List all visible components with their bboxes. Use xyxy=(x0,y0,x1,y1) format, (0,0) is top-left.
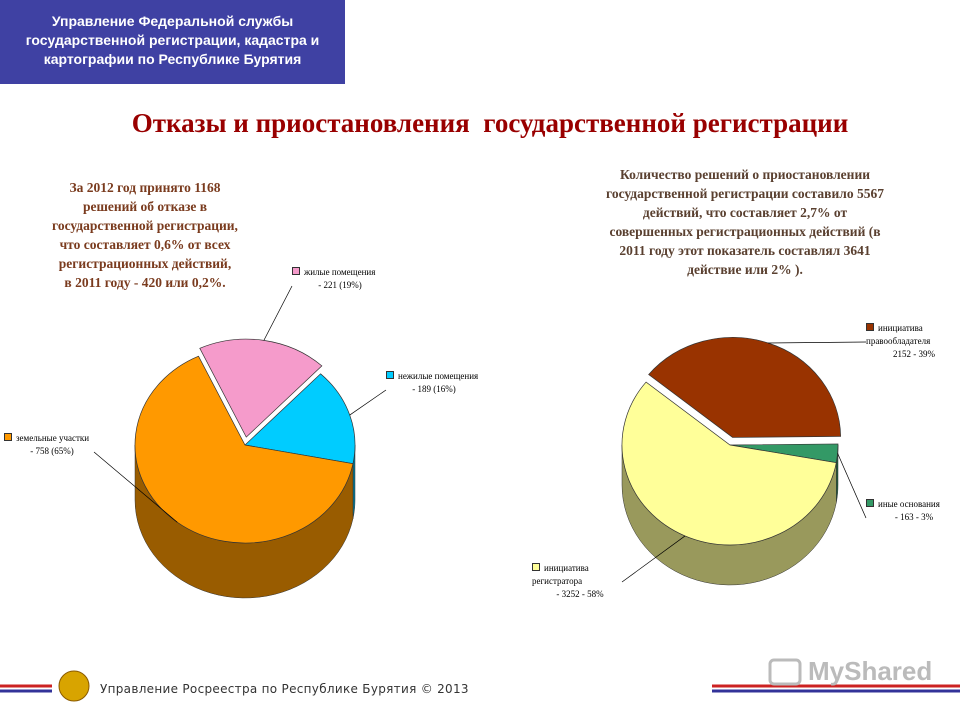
slice-value: - 3252 - 58% xyxy=(556,589,604,599)
annotation-line: 2011 году этот показатель составлял 3641 xyxy=(619,243,871,258)
slice-label: инициатива правообладателя 2152 - 39% xyxy=(866,322,960,361)
annotation: За 2012 год принято 1168 решений об отказ… xyxy=(20,178,270,292)
pie-slice xyxy=(199,338,323,438)
legend-swatch xyxy=(386,371,394,379)
slice-value: 2152 - 39% xyxy=(893,349,935,359)
legend-swatch xyxy=(532,563,540,571)
slice-value: - 221 (19%) xyxy=(318,280,362,290)
annotation: Количество решений о приостановлении госу… xyxy=(545,165,945,279)
annotation-line: регистрационных действий, xyxy=(58,256,232,271)
pie-slice xyxy=(648,337,841,438)
slice-name: инициатива правообладателя xyxy=(866,323,931,346)
slice-label: инициатива регистратора - 3252 - 58% xyxy=(532,562,628,601)
emblem xyxy=(58,670,90,702)
slice-value: - 758 (65%) xyxy=(30,446,74,456)
leader-line xyxy=(837,453,867,519)
annotation-line: государственной регистрации составило 55… xyxy=(606,186,884,201)
annotation-line: решений об отказе в xyxy=(82,199,208,214)
slice-name: иные основания xyxy=(878,499,940,509)
watermark-icon xyxy=(768,658,802,686)
annotation-line: государственной регистрации, xyxy=(52,218,238,233)
slice-name: жилые помещения xyxy=(304,267,376,277)
watermark: MyShared xyxy=(808,656,933,686)
leader-line xyxy=(621,535,686,583)
slice-value: - 189 (16%) xyxy=(412,384,456,394)
slice-label: земельные участки - 758 (65%) xyxy=(4,432,100,458)
annotation-line: что составляет 0,6% от всех xyxy=(59,237,231,252)
legend-swatch xyxy=(866,499,874,507)
annotation-line: За 2012 год принято 1168 xyxy=(69,180,221,195)
annotation-line: действие или 2% ). xyxy=(687,262,803,277)
leader-line xyxy=(768,341,867,344)
annotation-line: в 2011 году - 420 или 0,2%. xyxy=(64,275,226,290)
legend-swatch xyxy=(4,433,12,441)
slice-name: нежилые помещения xyxy=(398,371,479,381)
slice-name: земельные участки xyxy=(16,433,90,443)
leader-line xyxy=(93,451,178,523)
pie-slice xyxy=(134,355,354,544)
header: Управление Федеральной службы государств… xyxy=(0,0,345,84)
legend-swatch xyxy=(866,323,874,331)
slide-title: Отказы и приостановления государственной… xyxy=(131,108,849,138)
slice-name: инициатива регистратора xyxy=(532,563,589,586)
leader-line xyxy=(263,285,293,341)
slice-label: иные основания - 163 - 3% xyxy=(866,498,960,524)
slice-label: нежилые помещения - 189 (16%) xyxy=(386,370,482,396)
footer-text: Управление Росреестра по Республике Буря… xyxy=(100,682,469,696)
annotation-line: совершенных регистрационных действий (в xyxy=(609,224,881,239)
legend-swatch xyxy=(292,267,300,275)
leader-line xyxy=(349,389,387,416)
pie-slice xyxy=(244,373,356,465)
annotation-line: Количество решений о приостановлении xyxy=(619,167,871,182)
annotation-line: действий, что составляет 2,7% от xyxy=(642,205,848,220)
slice-value: - 163 - 3% xyxy=(894,512,934,522)
slice-label: жилые помещения - 221 (19%) xyxy=(292,266,388,292)
